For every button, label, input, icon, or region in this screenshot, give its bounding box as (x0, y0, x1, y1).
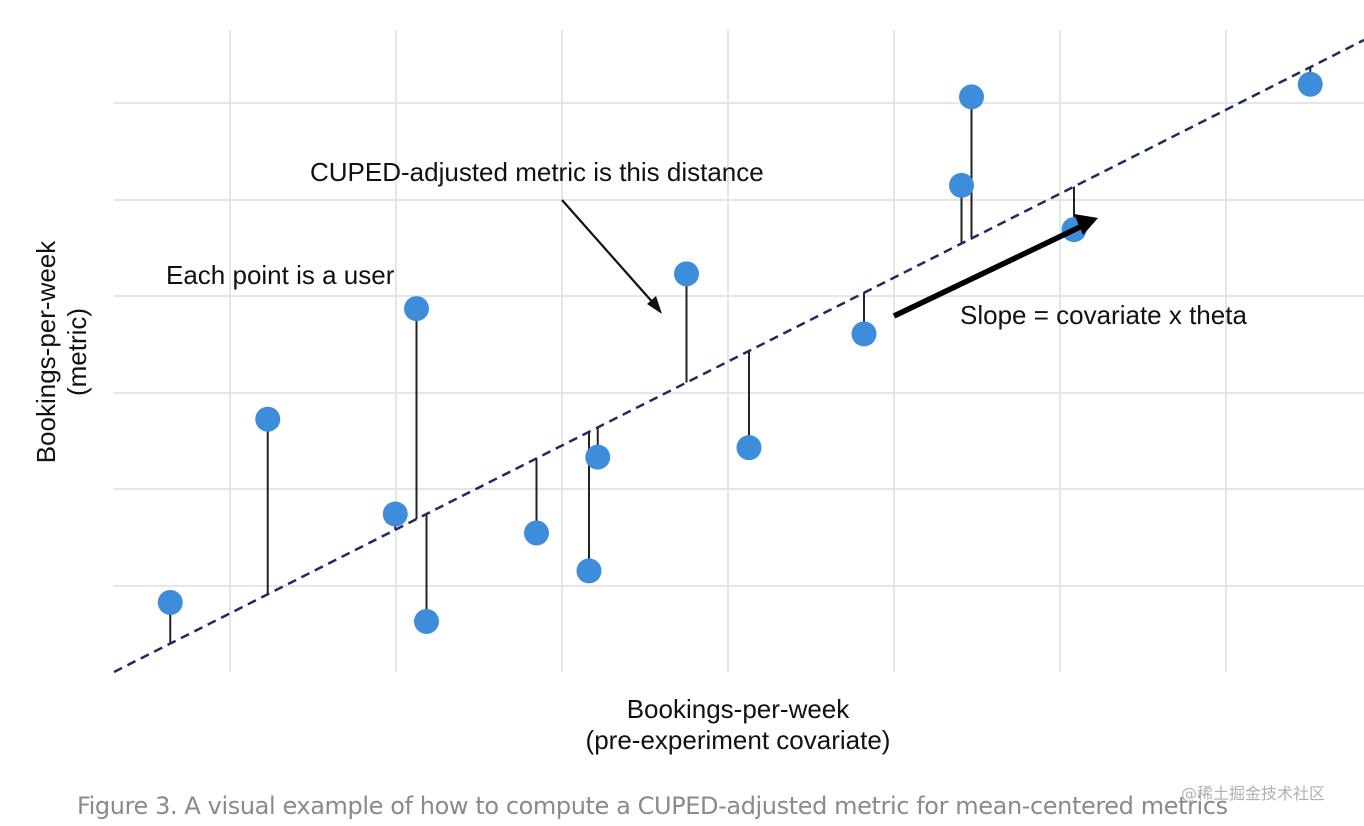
y-axis-label-line-2: (metric) (62, 307, 92, 397)
annotation-arrows (561, 199, 1098, 319)
slope-arrow-shaft (892, 224, 1082, 319)
distance-arrow-shaft (561, 199, 656, 306)
data-point (404, 296, 429, 322)
data-point (585, 444, 611, 470)
data-point (851, 321, 877, 347)
annotation-cuped-distance: CUPED-adjusted metric is this distance (310, 157, 764, 187)
annotation-slope: Slope = covariate x theta (960, 300, 1247, 330)
regression-line (113, 38, 1364, 674)
distance-arrow-head (647, 296, 662, 314)
x-axis-label-line-1: Bookings-per-week (626, 694, 850, 724)
data-point (736, 435, 762, 461)
slope-arrow-head (1074, 214, 1098, 235)
x-axis-label-line-2: (pre-experiment covariate) (585, 725, 891, 755)
data-point (949, 172, 974, 198)
data-point (414, 608, 439, 634)
data-point (1297, 71, 1323, 97)
regression-line-group (113, 38, 1364, 674)
x-axis-label: Bookings-per-week (pre-experiment covari… (586, 694, 891, 756)
data-point (576, 558, 602, 584)
figure-caption: Figure 3. A visual example of how to com… (77, 792, 1228, 820)
y-axis-label-line-1: Bookings-per-week (31, 240, 61, 464)
gridlines (114, 30, 1364, 672)
y-axis-label: Bookings-per-week (metric) (31, 241, 93, 464)
residual-lines (169, 67, 1312, 644)
annotation-each-point: Each point is a user (166, 260, 395, 290)
data-point (157, 589, 183, 615)
data-point (959, 84, 984, 110)
watermark: @稀土掘金技术社区 (1181, 784, 1326, 803)
data-point (674, 261, 699, 287)
data-point (382, 501, 408, 527)
data-point (255, 406, 281, 432)
data-point (524, 520, 549, 546)
data-points (157, 71, 1323, 634)
